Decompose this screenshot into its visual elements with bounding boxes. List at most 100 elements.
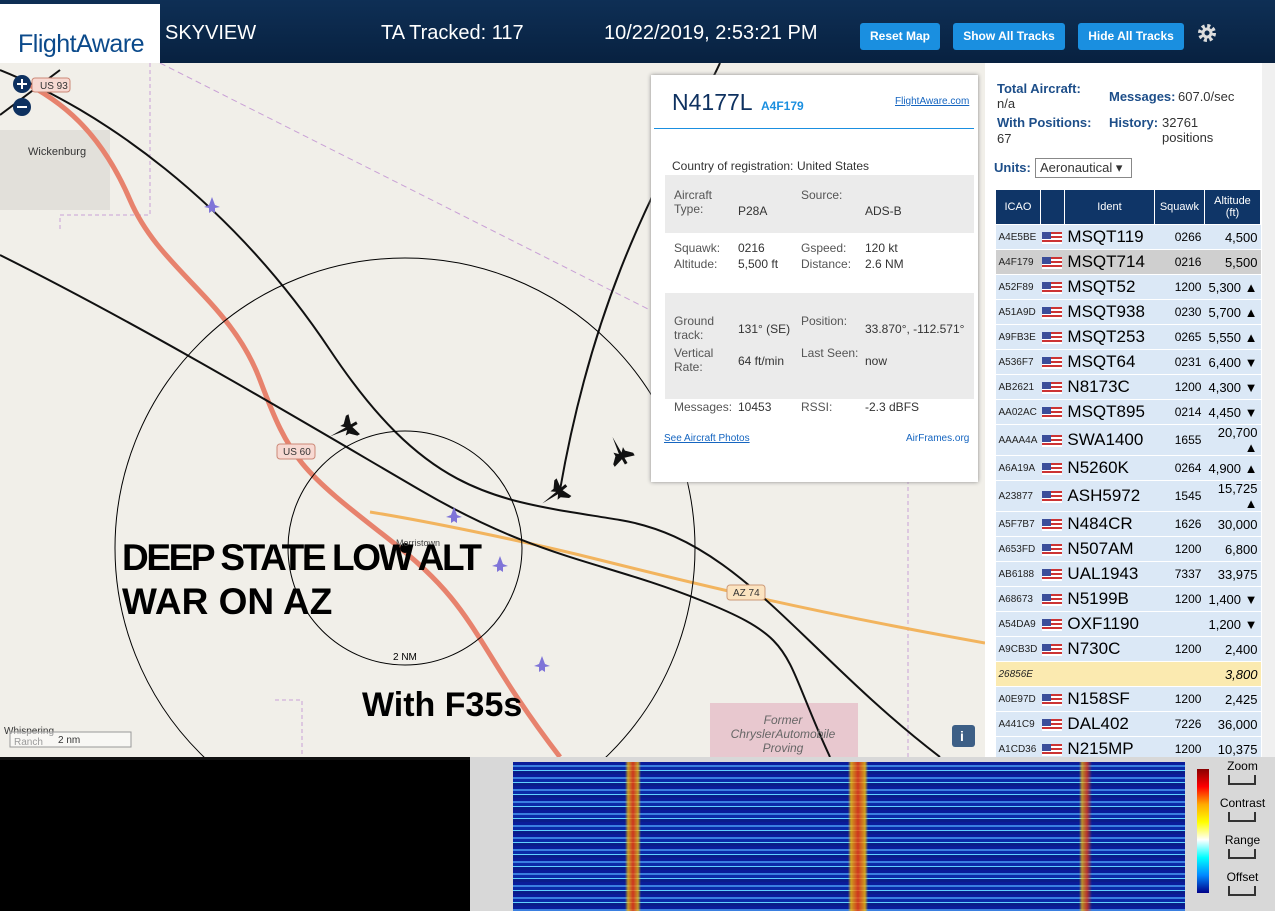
icao: AB6188 — [995, 561, 1041, 587]
hide-tracks-button[interactable]: Hide All Tracks — [1078, 23, 1184, 50]
flag — [1042, 619, 1063, 632]
flag — [1042, 491, 1063, 504]
stat-label: Messages: — [1109, 89, 1176, 104]
airframes-link[interactable]: AirFrames.org — [906, 433, 970, 444]
control-slider[interactable] — [1228, 886, 1256, 896]
aircraft-row[interactable]: AAAA4A SWA1400 1655 20,700 ▲ — [995, 424, 1261, 456]
control-slider[interactable] — [1228, 775, 1256, 785]
icao: A54DA9 — [995, 611, 1041, 637]
aircraft-row[interactable]: A52F89 MSQT52 1200 5,300 ▲ — [995, 274, 1261, 300]
overlay-text: DEEP STATE LOW ALT — [122, 537, 482, 578]
settings-icon[interactable] — [1196, 22, 1218, 44]
aircraft-row[interactable]: A4F179 MSQT714 0216 5,500 — [995, 249, 1261, 275]
icao: A4E5BE — [995, 224, 1041, 250]
aircraft-row[interactable]: A9FB3E MSQT253 0265 5,550 ▲ — [995, 324, 1261, 350]
divider — [654, 128, 974, 129]
flag — [1042, 382, 1063, 395]
flag — [1042, 719, 1063, 732]
info-button[interactable]: i — [952, 725, 975, 747]
squawk: 7337 — [1154, 561, 1205, 587]
squawk: 1200 — [1154, 686, 1205, 712]
flag-cell — [1040, 224, 1065, 250]
ident: MSQT119 — [1064, 224, 1155, 250]
zoom-out[interactable] — [13, 98, 31, 116]
boundary — [59, 63, 151, 230]
photos-link[interactable]: See Aircraft Photos — [664, 433, 750, 444]
flag-cell — [1040, 249, 1065, 275]
aircraft-row[interactable]: A51A9D MSQT938 0230 5,700 ▲ — [995, 299, 1261, 325]
flag-cell — [1040, 374, 1065, 400]
map[interactable]: US 93 Wickenburg US 60 Morristown AZ 74 … — [0, 63, 985, 757]
aircraft-row[interactable]: A9CB3D N730C 1200 2,400 — [995, 636, 1261, 662]
reset-map-button[interactable]: Reset Map — [860, 23, 940, 50]
squawk: 7226 — [1154, 711, 1205, 737]
flag — [1042, 594, 1063, 607]
aircraft-row[interactable]: A23877 ASH5972 1545 15,725 ▲ — [995, 480, 1261, 512]
squawk: 1200 — [1154, 536, 1205, 562]
flag — [1042, 307, 1063, 320]
stat-value: 607.0/sec — [1178, 89, 1235, 104]
aircraft-row[interactable]: AA02AC MSQT895 0214 4,450 ▼ — [995, 399, 1261, 425]
icao: A441C9 — [995, 711, 1041, 737]
ident: N484CR — [1064, 511, 1155, 537]
aircraft-row[interactable]: AB6188 UAL1943 7337 33,975 — [995, 561, 1261, 587]
flag-cell — [1040, 561, 1065, 587]
range-ring — [287, 430, 523, 666]
control-slider[interactable] — [1228, 812, 1256, 822]
datetime: 10/22/2019, 2:53:21 PM — [604, 22, 818, 44]
altitude: 5,300 ▲ — [1204, 274, 1261, 300]
squawk — [1154, 661, 1205, 687]
flag — [1042, 407, 1063, 420]
map-label: US 93 — [40, 81, 68, 92]
control-slider[interactable] — [1228, 849, 1256, 859]
icao: A9CB3D — [995, 636, 1041, 662]
altitude: 10,375 — [1204, 736, 1261, 757]
column-header[interactable]: Squawk — [1153, 189, 1205, 225]
show-tracks-button[interactable]: Show All Tracks — [953, 23, 1065, 50]
units-select[interactable]: Aeronautical ▾ — [1035, 158, 1132, 178]
aircraft-row[interactable]: A54DA9 OXF1190 1,200 ▼ — [995, 611, 1261, 637]
column-header[interactable]: Ident — [1063, 189, 1155, 225]
aircraft-icons — [330, 414, 635, 504]
altitude: 2,425 — [1204, 686, 1261, 712]
ident — [1064, 661, 1155, 687]
aircraft-row[interactable]: A4E5BE MSQT119 0266 4,500 — [995, 224, 1261, 250]
altitude: 36,000 — [1204, 711, 1261, 737]
column-header[interactable]: Altitude (ft) — [1203, 189, 1262, 225]
column-header[interactable]: ICAO — [995, 189, 1041, 225]
aircraft-row[interactable]: A6A19A N5260K 0264 4,900 ▲ — [995, 455, 1261, 481]
overlay-text: With F35s — [362, 686, 522, 724]
icao: A653FD — [995, 536, 1041, 562]
shield — [276, 443, 316, 460]
altitude: 5,700 ▲ — [1204, 299, 1261, 325]
aircraft-row[interactable]: A653FD N507AM 1200 6,800 — [995, 536, 1261, 562]
aircraft-row[interactable]: A0E97D N158SF 1200 2,425 — [995, 686, 1261, 712]
flag — [1042, 744, 1063, 757]
zoom-in[interactable] — [13, 75, 31, 93]
aircraft-row[interactable]: A5F7B7 N484CR 1626 30,000 — [995, 511, 1261, 537]
popup-link[interactable]: FlightAware.com — [895, 96, 970, 107]
aircraft-row[interactable]: A441C9 DAL402 7226 36,000 — [995, 711, 1261, 737]
map-label: Proving — [763, 741, 804, 755]
logo[interactable]: FlightAware — [0, 4, 160, 63]
ident: N158SF — [1064, 686, 1155, 712]
scrollbar[interactable] — [1262, 63, 1275, 757]
units-label: Units: — [994, 160, 1031, 175]
ident: DAL402 — [1064, 711, 1155, 737]
squawk: 0265 — [1154, 324, 1205, 350]
detail-value: 120 kt — [865, 241, 898, 255]
aircraft-row[interactable]: A536F7 MSQT64 0231 6,400 ▼ — [995, 349, 1261, 375]
squawk: 0231 — [1154, 349, 1205, 375]
column-header — [1039, 189, 1065, 225]
map-label: Former — [764, 713, 804, 727]
aircraft-panel: Total Aircraft: n/a Messages: 607.0/sec … — [985, 63, 1275, 757]
aircraft-row[interactable]: 26856E 3,800 — [995, 661, 1261, 687]
squawk: 0266 — [1154, 224, 1205, 250]
aircraft-row[interactable]: A68673 N5199B 1200 1,400 ▼ — [995, 586, 1261, 612]
proving-ground — [710, 703, 858, 757]
altitude: 4,300 ▼ — [1204, 374, 1261, 400]
aircraft-row[interactable]: AB2621 N8173C 1200 4,300 ▼ — [995, 374, 1261, 400]
aircraft-row[interactable]: A1CD36 N215MP 1200 10,375 — [995, 736, 1261, 757]
shield — [31, 77, 71, 93]
range-ring — [114, 257, 696, 757]
